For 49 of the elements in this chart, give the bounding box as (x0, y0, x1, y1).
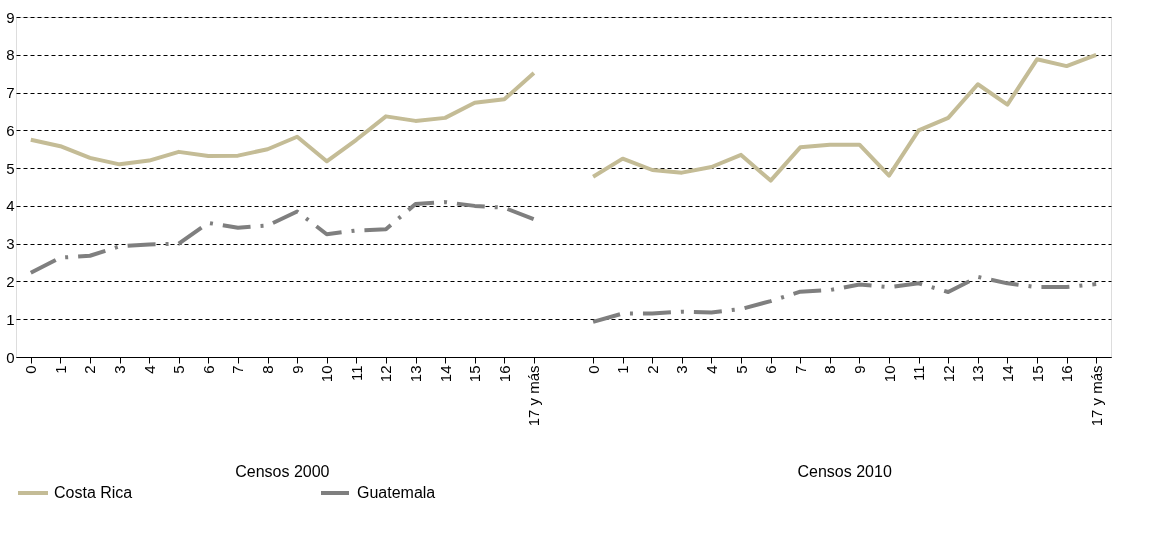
x-tick-label: 6 (199, 365, 217, 374)
x-tick-label: 4 (140, 365, 158, 374)
x-tick-label: 14 (436, 365, 454, 383)
x-tick-label: 9 (288, 365, 306, 374)
x-tick-label: 4 (702, 365, 720, 374)
y-tick-label: 7 (6, 84, 15, 102)
x-tick-label: 3 (673, 365, 691, 374)
y-tick-label: 8 (6, 46, 15, 64)
y-tick-label: 9 (6, 8, 15, 26)
x-tick-label: 7 (791, 365, 809, 374)
x-tick-label: 11 (910, 365, 928, 382)
x-tick-label: 16 (495, 365, 513, 383)
legend-label: Costa Rica (54, 484, 133, 501)
x-tick-label: 15 (1028, 365, 1046, 383)
y-tick-label: 4 (6, 197, 15, 215)
x-tick-label: 10 (318, 365, 336, 383)
x-tick-label: 5 (170, 365, 188, 374)
x-tick-label: 9 (850, 365, 868, 374)
y-tick-label: 2 (6, 272, 15, 290)
x-tick-label: 8 (259, 365, 277, 374)
x-tick-label: 7 (229, 365, 247, 374)
x-tick-label: 16 (1058, 365, 1076, 383)
x-tick-label: 1 (614, 365, 632, 374)
x-tick-label: 11 (347, 365, 365, 382)
y-tick-label: 6 (6, 121, 15, 139)
x-tick-label: 12 (939, 365, 957, 383)
text: Censos 2010 (797, 463, 892, 480)
x-tick-label: 2 (643, 365, 661, 374)
x-tick-label: 13 (969, 365, 987, 383)
x-tick-label: 0 (584, 365, 602, 374)
x-tick-label: 5 (732, 365, 750, 374)
x-tick-label: 6 (762, 365, 780, 374)
x-tick-label: 0 (22, 365, 40, 374)
x-tick-label: 17 y más (525, 365, 543, 427)
x-tick-label: 14 (998, 365, 1016, 383)
x-tick-label: 13 (407, 365, 425, 383)
y-tick-label: 5 (6, 159, 15, 177)
x-tick-label: 3 (111, 365, 129, 374)
x-tick-label: 17 y más (1087, 365, 1105, 427)
x-tick-label: 15 (466, 365, 484, 383)
x-tick-label: 1 (51, 365, 69, 374)
x-tick-label: 12 (377, 365, 395, 383)
y-tick-label: 1 (6, 310, 15, 328)
x-tick-label: 10 (880, 365, 898, 383)
legend-label: Guatemala (357, 484, 436, 501)
x-tick-label: 8 (821, 365, 839, 374)
x-tick-label: 2 (81, 365, 99, 374)
text: Censos 2000 (235, 463, 330, 480)
y-tick-label: 3 (6, 235, 15, 253)
